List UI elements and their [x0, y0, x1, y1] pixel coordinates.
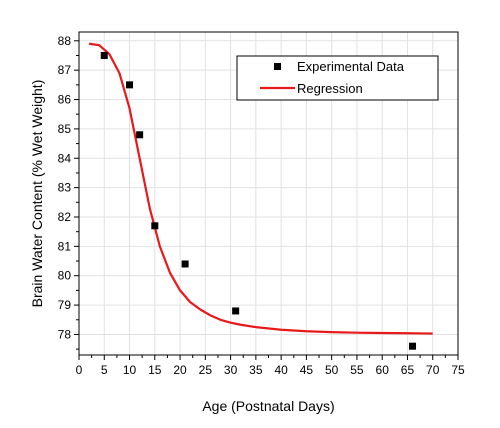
- x-tick-label: 20: [173, 363, 187, 377]
- x-tick-label: 60: [376, 363, 390, 377]
- y-tick-label: 80: [58, 269, 72, 283]
- y-tick-label: 78: [58, 327, 72, 341]
- y-tick-label: 85: [58, 122, 72, 136]
- data-point: [136, 131, 144, 139]
- data-point: [409, 342, 417, 350]
- x-tick-label: 35: [249, 363, 263, 377]
- x-tick-label: 50: [325, 363, 339, 377]
- data-point: [151, 222, 159, 230]
- y-tick-label: 81: [58, 239, 72, 253]
- axis-ticks: [74, 40, 459, 360]
- x-axis-title: Age (Postnatal Days): [202, 398, 334, 414]
- x-tick-label: 55: [350, 363, 364, 377]
- x-tick-label: 75: [451, 363, 465, 377]
- y-tick-label: 79: [58, 298, 72, 312]
- y-tick-label: 83: [58, 181, 72, 195]
- x-tick-label: 25: [199, 363, 213, 377]
- x-tick-label: 40: [274, 363, 288, 377]
- x-tick-label: 70: [426, 363, 440, 377]
- y-tick-label: 86: [58, 93, 72, 107]
- x-tick-label: 30: [224, 363, 238, 377]
- regression-line: [88, 42, 433, 335]
- data-point: [126, 81, 134, 89]
- y-tick-label: 88: [58, 34, 72, 48]
- data-points: [100, 51, 417, 350]
- legend-marker-experimental: [274, 63, 281, 70]
- y-tick-label: 84: [58, 151, 72, 165]
- x-tick-label: 15: [148, 363, 162, 377]
- y-tick-labels: 78 79 80 81 82 83 84 85 86 87 88: [58, 34, 72, 342]
- data-point: [100, 51, 108, 59]
- y-axis-title: Brain Water Content (% Wet Weight): [29, 80, 45, 308]
- x-tick-label: 5: [101, 363, 108, 377]
- data-point: [232, 307, 240, 315]
- x-tick-label: 65: [401, 363, 415, 377]
- legend-box: [236, 55, 439, 101]
- x-tick-label: 45: [300, 363, 314, 377]
- y-tick-label: 82: [58, 210, 72, 224]
- x-tick-label: 10: [123, 363, 137, 377]
- x-tick-labels: 0 5 10 15 20 25 30 35 40 45 50 55 60 65 70 75: [76, 363, 465, 377]
- x-tick-label: 0: [76, 363, 83, 377]
- legend-label-experimental: Experimental Data: [297, 59, 405, 74]
- data-point: [181, 260, 189, 268]
- legend: Experimental Data Regression: [236, 55, 439, 101]
- legend-label-regression: Regression: [297, 81, 363, 96]
- y-tick-label: 87: [58, 63, 72, 77]
